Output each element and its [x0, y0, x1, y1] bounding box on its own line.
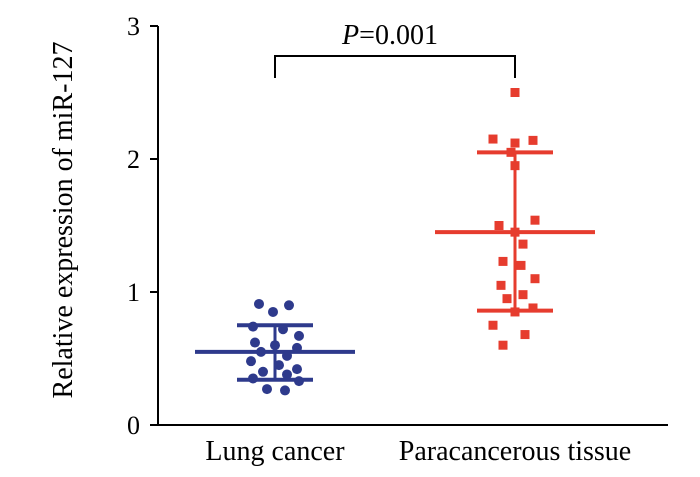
- data-point-paracancerous-tissue: [510, 88, 520, 97]
- data-point-lung-cancer: [262, 384, 272, 395]
- data-point-lung-cancer: [282, 350, 292, 361]
- data-point-lung-cancer: [294, 376, 304, 387]
- data-point-paracancerous-tissue: [530, 215, 540, 225]
- data-point-lung-cancer: [274, 360, 284, 371]
- data-point-paracancerous-tissue: [498, 256, 508, 266]
- y-tick-label: 0: [127, 411, 140, 440]
- data-point-lung-cancer: [250, 337, 260, 348]
- y-axis-label: Relative expression of miR-127: [48, 42, 79, 399]
- data-point-paracancerous-tissue: [506, 147, 516, 157]
- data-point-lung-cancer: [292, 342, 302, 353]
- data-point-paracancerous-tissue: [488, 320, 498, 330]
- data-point-lung-cancer: [280, 385, 290, 396]
- y-tick-label: 1: [127, 278, 140, 307]
- data-point-paracancerous-tissue: [518, 239, 528, 249]
- data-point-paracancerous-tissue: [494, 221, 504, 230]
- data-point-lung-cancer: [258, 366, 268, 377]
- data-point-paracancerous-tissue: [488, 134, 498, 144]
- data-point-paracancerous-tissue: [530, 274, 540, 284]
- data-point-lung-cancer: [248, 373, 258, 384]
- data-point-paracancerous-tissue: [520, 330, 530, 340]
- p-value-annotation: P=0.001: [341, 20, 438, 51]
- data-point-lung-cancer: [284, 300, 294, 311]
- plot-area: [195, 88, 595, 396]
- data-point-paracancerous-tissue: [510, 307, 520, 317]
- data-point-paracancerous-tissue: [502, 294, 512, 304]
- data-point-lung-cancer: [270, 340, 280, 351]
- data-point-lung-cancer: [282, 369, 292, 380]
- data-point-paracancerous-tissue: [496, 280, 506, 290]
- data-point-paracancerous-tissue: [518, 290, 528, 300]
- data-point-lung-cancer: [268, 306, 278, 317]
- data-point-paracancerous-tissue: [528, 135, 538, 145]
- data-point-paracancerous-tissue: [510, 227, 520, 237]
- data-point-lung-cancer: [292, 364, 302, 375]
- data-point-paracancerous-tissue: [510, 138, 520, 148]
- data-point-paracancerous-tissue: [510, 161, 520, 171]
- data-point-lung-cancer: [278, 324, 288, 335]
- data-point-lung-cancer: [254, 298, 264, 309]
- data-point-lung-cancer: [248, 321, 258, 332]
- data-point-paracancerous-tissue: [516, 260, 526, 270]
- y-tick-label: 2: [127, 145, 140, 174]
- data-point-paracancerous-tissue: [528, 303, 538, 313]
- data-point-lung-cancer: [294, 330, 304, 341]
- y-ticks: 0 1 2 3: [127, 12, 158, 440]
- x-tick-label-paracancerous-tissue: Paracancerous tissue: [399, 436, 631, 467]
- x-tick-label-lung-cancer: Lung cancer: [205, 436, 345, 467]
- p-value-number: =0.001: [359, 20, 438, 51]
- p-value-symbol: P: [341, 20, 359, 51]
- data-point-paracancerous-tissue: [498, 340, 508, 350]
- data-point-lung-cancer: [246, 356, 256, 367]
- y-tick-label: 3: [127, 12, 140, 41]
- significance-bracket: [274, 55, 516, 78]
- data-point-lung-cancer: [256, 346, 266, 357]
